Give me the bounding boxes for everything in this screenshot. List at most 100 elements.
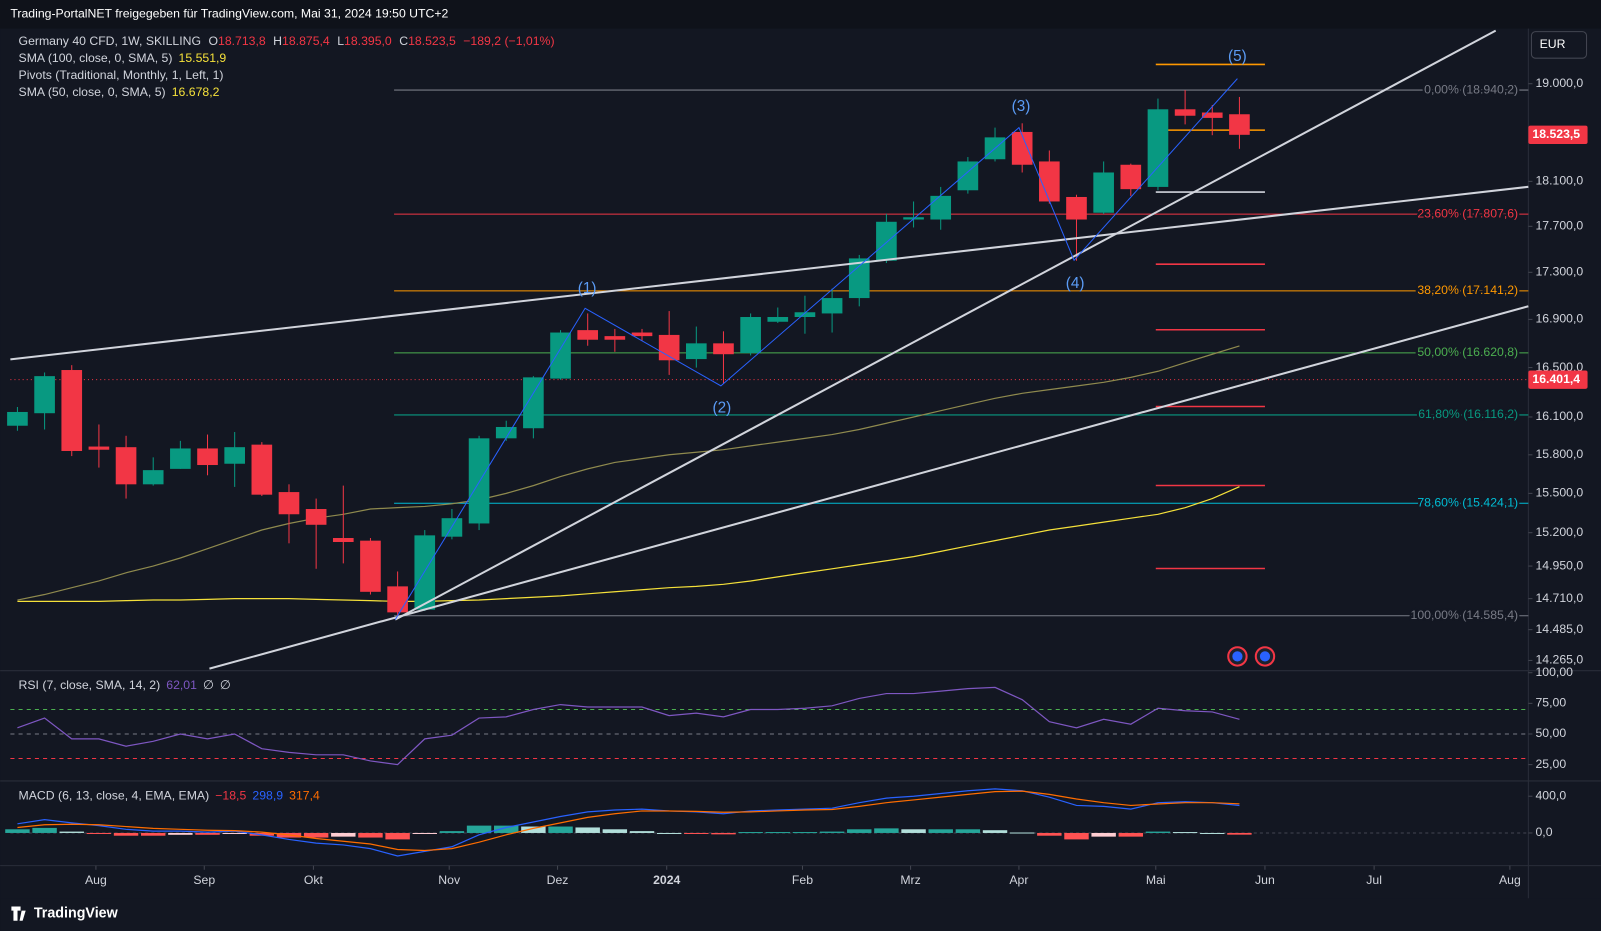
histogram-bar: [521, 826, 546, 833]
ohlc-key: L: [337, 34, 344, 48]
candle-body: [251, 444, 273, 495]
brand: TradingView: [34, 905, 119, 921]
candle-body: [495, 426, 517, 439]
histogram-bar: [711, 832, 736, 835]
top-bar: [0, 0, 1601, 29]
histogram-bar: [195, 832, 220, 835]
macd-line: [17, 788, 1240, 857]
wave-label: (5): [1228, 48, 1247, 65]
histogram-bar: [1091, 832, 1116, 837]
histogram-bar: [629, 831, 655, 833]
x-tick-label: Dez: [547, 873, 569, 887]
symbol-legend: Germany 40 CFD, 1W, SKILLING O18.713,8 H…: [19, 34, 555, 48]
y-tick-label: 14.485,0: [1536, 622, 1584, 636]
rsi-line: [17, 686, 1240, 766]
macd-legend: MACD (6, 13, close, 4, EMA, EMA) −18,5 298…: [19, 788, 320, 802]
ohlc-value: 18.713,8: [218, 34, 266, 48]
histogram-bar: [1064, 832, 1089, 840]
histogram-bar: [847, 829, 872, 833]
candle-body: [957, 161, 979, 191]
indicator-value: ∅: [220, 678, 231, 692]
fib-label: 23,60% (17.807,6): [1417, 206, 1518, 220]
histogram-bar: [222, 832, 247, 834]
fib-label: 78,60% (15.424,1): [1417, 495, 1518, 509]
indicator-name: SMA (50, close, 0, SMA, 5): [19, 85, 166, 99]
indicator-name: MACD (6, 13, close, 4, EMA, EMA): [19, 788, 210, 802]
indicator-value: 16.678,2: [172, 85, 220, 99]
candle-body: [1229, 114, 1250, 135]
x-tick-label: Mrz: [900, 873, 920, 887]
candle-body: [332, 538, 354, 542]
histogram-bar: [466, 825, 492, 833]
candle-body: [1066, 196, 1087, 220]
histogram-bar: [59, 831, 84, 833]
histogram-bar: [32, 827, 57, 833]
histogram-bar: [5, 829, 30, 833]
currency-button[interactable]: [1530, 31, 1588, 59]
indicator-legend: SMA (50, close, 0, SMA, 5) 16.678,2: [19, 85, 220, 99]
indicator-value: −18,5: [215, 788, 246, 802]
fib-label: 0,00% (18.940,2): [1424, 82, 1518, 96]
candle-body: [278, 492, 300, 515]
event-icon-dot: [1232, 651, 1243, 662]
bottom-bar: [0, 898, 1601, 931]
histogram-bar: [602, 829, 628, 833]
histogram-bar: [792, 832, 818, 834]
y-tick-label: 100,00: [1536, 665, 1574, 679]
histogram-bar: [928, 829, 953, 833]
histogram-bar: [575, 827, 600, 833]
fib-label: 50,00% (16.620,8): [1417, 345, 1518, 359]
histogram-bar: [1037, 832, 1062, 836]
candle-body: [1120, 164, 1142, 190]
drawings: (1) (2) (3) (4) (5): [10, 29, 1529, 670]
candle-body: [1093, 172, 1114, 213]
histogram-bar: [819, 831, 845, 833]
trend-line: [10, 185, 1529, 361]
y-tick-label: 14.950,0: [1536, 558, 1584, 572]
histogram-bar: [955, 829, 981, 833]
ohlc-value: 18.395,0: [344, 34, 392, 48]
wave-label: (2): [713, 399, 732, 416]
histogram-bar: [140, 832, 166, 836]
plot-layer: 19.000,0 18.100,0 17.700,0 17.300,0 16.900,0…: [5, 63, 1588, 887]
candle-body: [685, 343, 707, 360]
wave-label: (4): [1066, 275, 1085, 292]
indicator-value: 15.551,9: [179, 51, 227, 65]
candle-body: [387, 586, 408, 613]
candle-body: [197, 448, 218, 466]
wave-line: [394, 78, 1238, 620]
currency-label: EUR: [1540, 37, 1566, 51]
candle-body: [713, 343, 734, 355]
price-line-badge-label: 16.401,4: [1532, 372, 1580, 386]
y-tick-label: 16.900,0: [1536, 312, 1584, 326]
trend-line: [394, 29, 1497, 621]
candle-body: [1174, 109, 1196, 116]
x-tick-label: Mai: [1146, 873, 1166, 887]
candle-body: [876, 221, 897, 261]
last-price-badge-label: 18.523,5: [1532, 127, 1580, 141]
histogram-bar: [86, 832, 112, 834]
histogram-bar: [1009, 832, 1035, 834]
candle-body: [170, 448, 191, 469]
fib-label: 38,20% (17.141,2): [1417, 283, 1518, 297]
candle-body: [767, 317, 789, 322]
y-tick-label: 17.300,0: [1536, 265, 1584, 279]
x-tick-label: Jul: [1366, 873, 1382, 887]
candle-body: [821, 298, 843, 314]
histogram-bar: [358, 832, 383, 838]
histogram-bar: [168, 832, 193, 835]
rsi-legend: RSI (7, close, SMA, 14, 2) 62,01 ∅ ∅: [19, 678, 231, 692]
trend-line: [209, 305, 1529, 670]
indicator-legend: Pivots (Traditional, Monthly, 1, Left, 1…: [19, 68, 224, 82]
candle-body: [631, 332, 653, 337]
fib-label: 61,80% (16.116,2): [1418, 407, 1518, 421]
candle-body: [1147, 109, 1169, 187]
candle-body: [794, 312, 816, 318]
indicator-value: 298,9: [252, 788, 283, 802]
sma-line: [17, 486, 1240, 602]
x-tick-label: Jun: [1255, 873, 1275, 887]
histogram-bar: [548, 826, 573, 833]
candle-body: [61, 370, 83, 451]
candle-body: [577, 330, 599, 340]
